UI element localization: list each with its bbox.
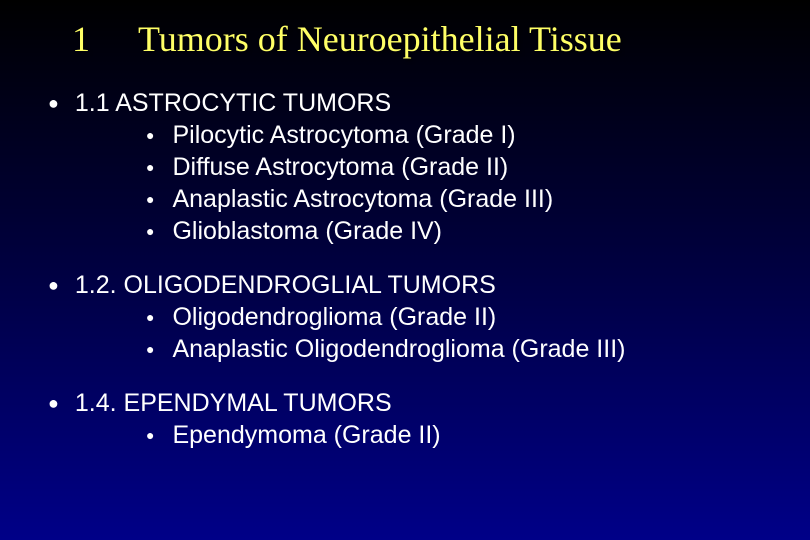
section-3: ● 1.4. EPENDYMAL TUMORS ● Ependymoma (Gr… bbox=[48, 388, 780, 450]
slide: 1 Tumors of Neuroepithelial Tissue ● 1.1… bbox=[0, 0, 810, 540]
bullet-icon: ● bbox=[48, 88, 59, 118]
section-heading: ● 1.1 ASTROCYTIC TUMORS bbox=[48, 88, 780, 118]
list-item-text: Pilocytic Astrocytoma (Grade I) bbox=[172, 120, 515, 150]
list-item-text: Anaplastic Oligodendroglioma (Grade III) bbox=[172, 334, 625, 364]
slide-title-row: 1 Tumors of Neuroepithelial Tissue bbox=[30, 18, 780, 60]
list-item-text: Oligodendroglioma (Grade II) bbox=[172, 302, 496, 332]
list-item-text: Anaplastic Astrocytoma (Grade III) bbox=[172, 184, 553, 214]
bullet-icon: ● bbox=[146, 420, 154, 450]
title-number: 1 bbox=[72, 18, 90, 60]
bullet-icon: ● bbox=[146, 302, 154, 332]
list-item: ● Diffuse Astrocytoma (Grade II) bbox=[48, 152, 780, 182]
bullet-icon: ● bbox=[146, 216, 154, 246]
section-heading: ● 1.4. EPENDYMAL TUMORS bbox=[48, 388, 780, 418]
list-item-text: Glioblastoma (Grade IV) bbox=[172, 216, 442, 246]
list-item: ● Anaplastic Oligodendroglioma (Grade II… bbox=[48, 334, 780, 364]
section-heading: ● 1.2. OLIGODENDROGLIAL TUMORS bbox=[48, 270, 780, 300]
list-item: ● Glioblastoma (Grade IV) bbox=[48, 216, 780, 246]
list-item: ● Pilocytic Astrocytoma (Grade I) bbox=[48, 120, 780, 150]
slide-content: ● 1.1 ASTROCYTIC TUMORS ● Pilocytic Astr… bbox=[30, 88, 780, 450]
section-heading-text: 1.2. OLIGODENDROGLIAL TUMORS bbox=[75, 270, 496, 300]
title-text: Tumors of Neuroepithelial Tissue bbox=[138, 18, 622, 60]
section-heading-text: 1.4. EPENDYMAL TUMORS bbox=[75, 388, 392, 418]
section-1: ● 1.1 ASTROCYTIC TUMORS ● Pilocytic Astr… bbox=[48, 88, 780, 246]
list-item: ● Anaplastic Astrocytoma (Grade III) bbox=[48, 184, 780, 214]
bullet-icon: ● bbox=[48, 388, 59, 418]
list-item: ● Oligodendroglioma (Grade II) bbox=[48, 302, 780, 332]
section-2: ● 1.2. OLIGODENDROGLIAL TUMORS ● Oligode… bbox=[48, 270, 780, 364]
list-item-text: Ependymoma (Grade II) bbox=[172, 420, 440, 450]
section-heading-text: 1.1 ASTROCYTIC TUMORS bbox=[75, 88, 391, 118]
list-item-text: Diffuse Astrocytoma (Grade II) bbox=[172, 152, 508, 182]
list-item: ● Ependymoma (Grade II) bbox=[48, 420, 780, 450]
bullet-icon: ● bbox=[146, 184, 154, 214]
bullet-icon: ● bbox=[48, 270, 59, 300]
bullet-icon: ● bbox=[146, 120, 154, 150]
bullet-icon: ● bbox=[146, 334, 154, 364]
bullet-icon: ● bbox=[146, 152, 154, 182]
